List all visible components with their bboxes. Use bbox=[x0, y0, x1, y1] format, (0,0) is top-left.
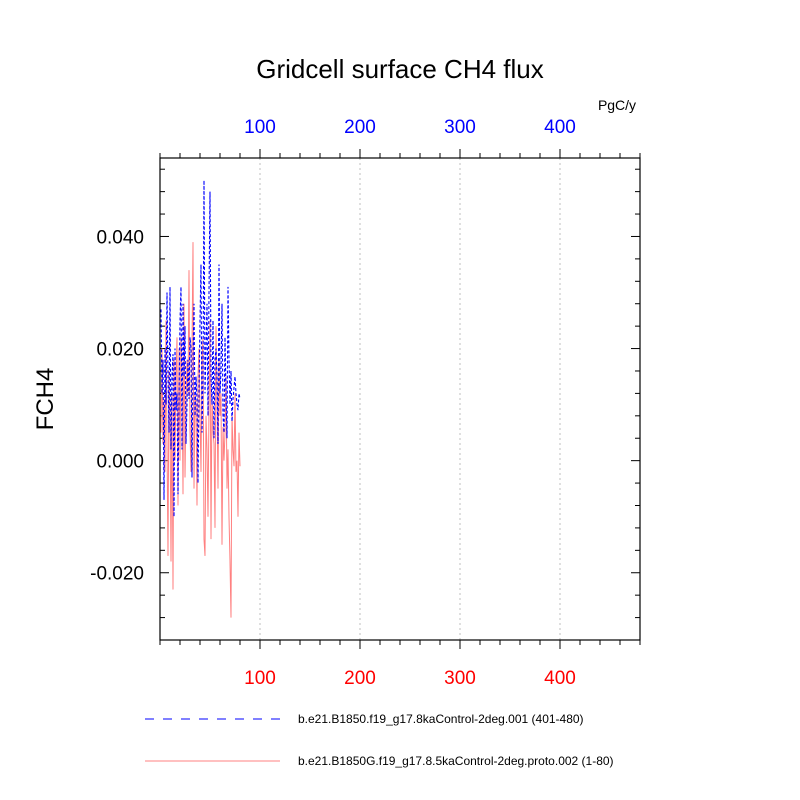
y-axis-label: FCH4 bbox=[32, 368, 59, 431]
x-tick-label-bottom: 300 bbox=[444, 668, 476, 689]
x-tick-label-top: 100 bbox=[244, 117, 276, 138]
series-line-2 bbox=[160, 242, 241, 618]
chart-title: Gridcell surface CH4 flux bbox=[256, 54, 544, 84]
grid-lines bbox=[259, 158, 561, 640]
y-tick-label: 0.000 bbox=[96, 452, 144, 473]
y-tick-label: 0.020 bbox=[96, 340, 144, 361]
plot-frame bbox=[159, 157, 641, 641]
x-tick-label-top: 400 bbox=[544, 117, 576, 138]
legend-label-2: b.e21.B1850G.f19_g17.8.5kaControl-2deg.p… bbox=[298, 754, 614, 768]
tick-labels: -0.020 0.000 0.020 0.040 100 200 300 400 100 200 3… bbox=[90, 117, 576, 689]
x-tick-label-bottom: 100 bbox=[244, 668, 276, 689]
legend: b.e21.B1850.f19_g17.8kaControl-2deg.001 … bbox=[145, 712, 614, 768]
x-tick-label-top: 300 bbox=[444, 117, 476, 138]
x-tick-label-top: 200 bbox=[344, 117, 376, 138]
y-tick-label: -0.020 bbox=[90, 564, 144, 585]
top-axis-unit: PgC/y bbox=[598, 97, 636, 113]
series-line-1 bbox=[160, 180, 241, 517]
x-tick-label-bottom: 400 bbox=[544, 668, 576, 689]
legend-label-1: b.e21.B1850.f19_g17.8kaControl-2deg.001 … bbox=[298, 712, 584, 726]
y-tick-label: 0.040 bbox=[96, 227, 144, 248]
x-tick-label-bottom: 200 bbox=[344, 668, 376, 689]
series-lines bbox=[160, 180, 241, 618]
